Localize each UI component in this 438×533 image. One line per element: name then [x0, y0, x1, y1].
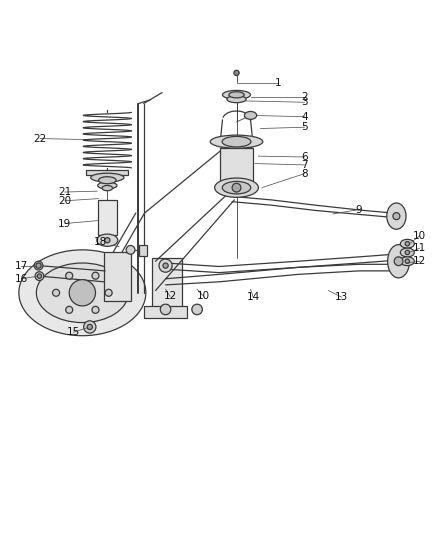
Text: 21: 21: [58, 187, 71, 197]
Text: 7: 7: [301, 160, 308, 170]
Circle shape: [160, 304, 171, 314]
Text: 11: 11: [413, 243, 426, 253]
Ellipse shape: [388, 245, 410, 278]
Circle shape: [66, 272, 73, 279]
Circle shape: [126, 246, 135, 254]
Circle shape: [84, 321, 96, 333]
Text: 3: 3: [301, 97, 308, 107]
Ellipse shape: [215, 178, 258, 197]
Ellipse shape: [99, 177, 116, 184]
Circle shape: [69, 280, 95, 306]
Text: 18: 18: [94, 237, 107, 247]
Bar: [152, 258, 182, 310]
Circle shape: [66, 306, 73, 313]
Bar: [98, 200, 117, 235]
Ellipse shape: [244, 111, 257, 119]
Bar: [104, 253, 131, 301]
Ellipse shape: [223, 91, 251, 99]
Bar: [220, 148, 253, 188]
Circle shape: [53, 289, 60, 296]
Ellipse shape: [400, 239, 414, 248]
Circle shape: [234, 70, 239, 76]
Ellipse shape: [210, 135, 263, 148]
Ellipse shape: [97, 234, 118, 246]
Circle shape: [87, 324, 92, 329]
Text: 10: 10: [413, 231, 426, 241]
Ellipse shape: [227, 96, 246, 103]
Text: 1: 1: [275, 78, 282, 88]
Circle shape: [34, 261, 43, 270]
Circle shape: [92, 272, 99, 279]
Circle shape: [232, 183, 241, 192]
Text: 10: 10: [197, 291, 210, 301]
Circle shape: [405, 241, 410, 246]
Ellipse shape: [387, 203, 406, 229]
Text: 5: 5: [301, 122, 308, 132]
Circle shape: [394, 257, 403, 265]
Circle shape: [35, 272, 44, 280]
Text: 15: 15: [67, 327, 80, 337]
Ellipse shape: [36, 263, 128, 322]
Ellipse shape: [222, 181, 251, 194]
Text: 17: 17: [14, 261, 28, 271]
Circle shape: [393, 213, 400, 220]
Text: 6: 6: [301, 152, 308, 162]
Circle shape: [405, 251, 410, 255]
Ellipse shape: [102, 185, 113, 191]
Circle shape: [92, 306, 99, 313]
Bar: [86, 170, 128, 175]
Ellipse shape: [222, 136, 251, 147]
Text: 2: 2: [301, 92, 308, 102]
Circle shape: [105, 238, 110, 243]
Ellipse shape: [229, 92, 244, 98]
Text: 9: 9: [356, 205, 363, 215]
Text: 12: 12: [413, 256, 426, 266]
Circle shape: [163, 263, 168, 268]
Text: 13: 13: [335, 292, 348, 302]
Text: 19: 19: [58, 219, 71, 229]
Circle shape: [36, 263, 41, 268]
Text: 20: 20: [58, 196, 71, 206]
Circle shape: [159, 259, 172, 272]
Circle shape: [192, 304, 202, 314]
Text: 16: 16: [14, 274, 28, 284]
Circle shape: [37, 274, 42, 278]
Text: 12: 12: [163, 291, 177, 301]
Ellipse shape: [400, 248, 414, 257]
Text: 22: 22: [34, 134, 47, 143]
Ellipse shape: [98, 182, 117, 189]
Ellipse shape: [19, 250, 146, 336]
Circle shape: [105, 289, 112, 296]
Ellipse shape: [400, 257, 414, 265]
Bar: [144, 306, 187, 318]
Circle shape: [405, 259, 410, 263]
Text: 8: 8: [301, 168, 308, 179]
Text: 4: 4: [301, 112, 308, 122]
Ellipse shape: [91, 173, 124, 182]
Text: 14: 14: [247, 292, 260, 302]
Bar: [139, 245, 147, 255]
